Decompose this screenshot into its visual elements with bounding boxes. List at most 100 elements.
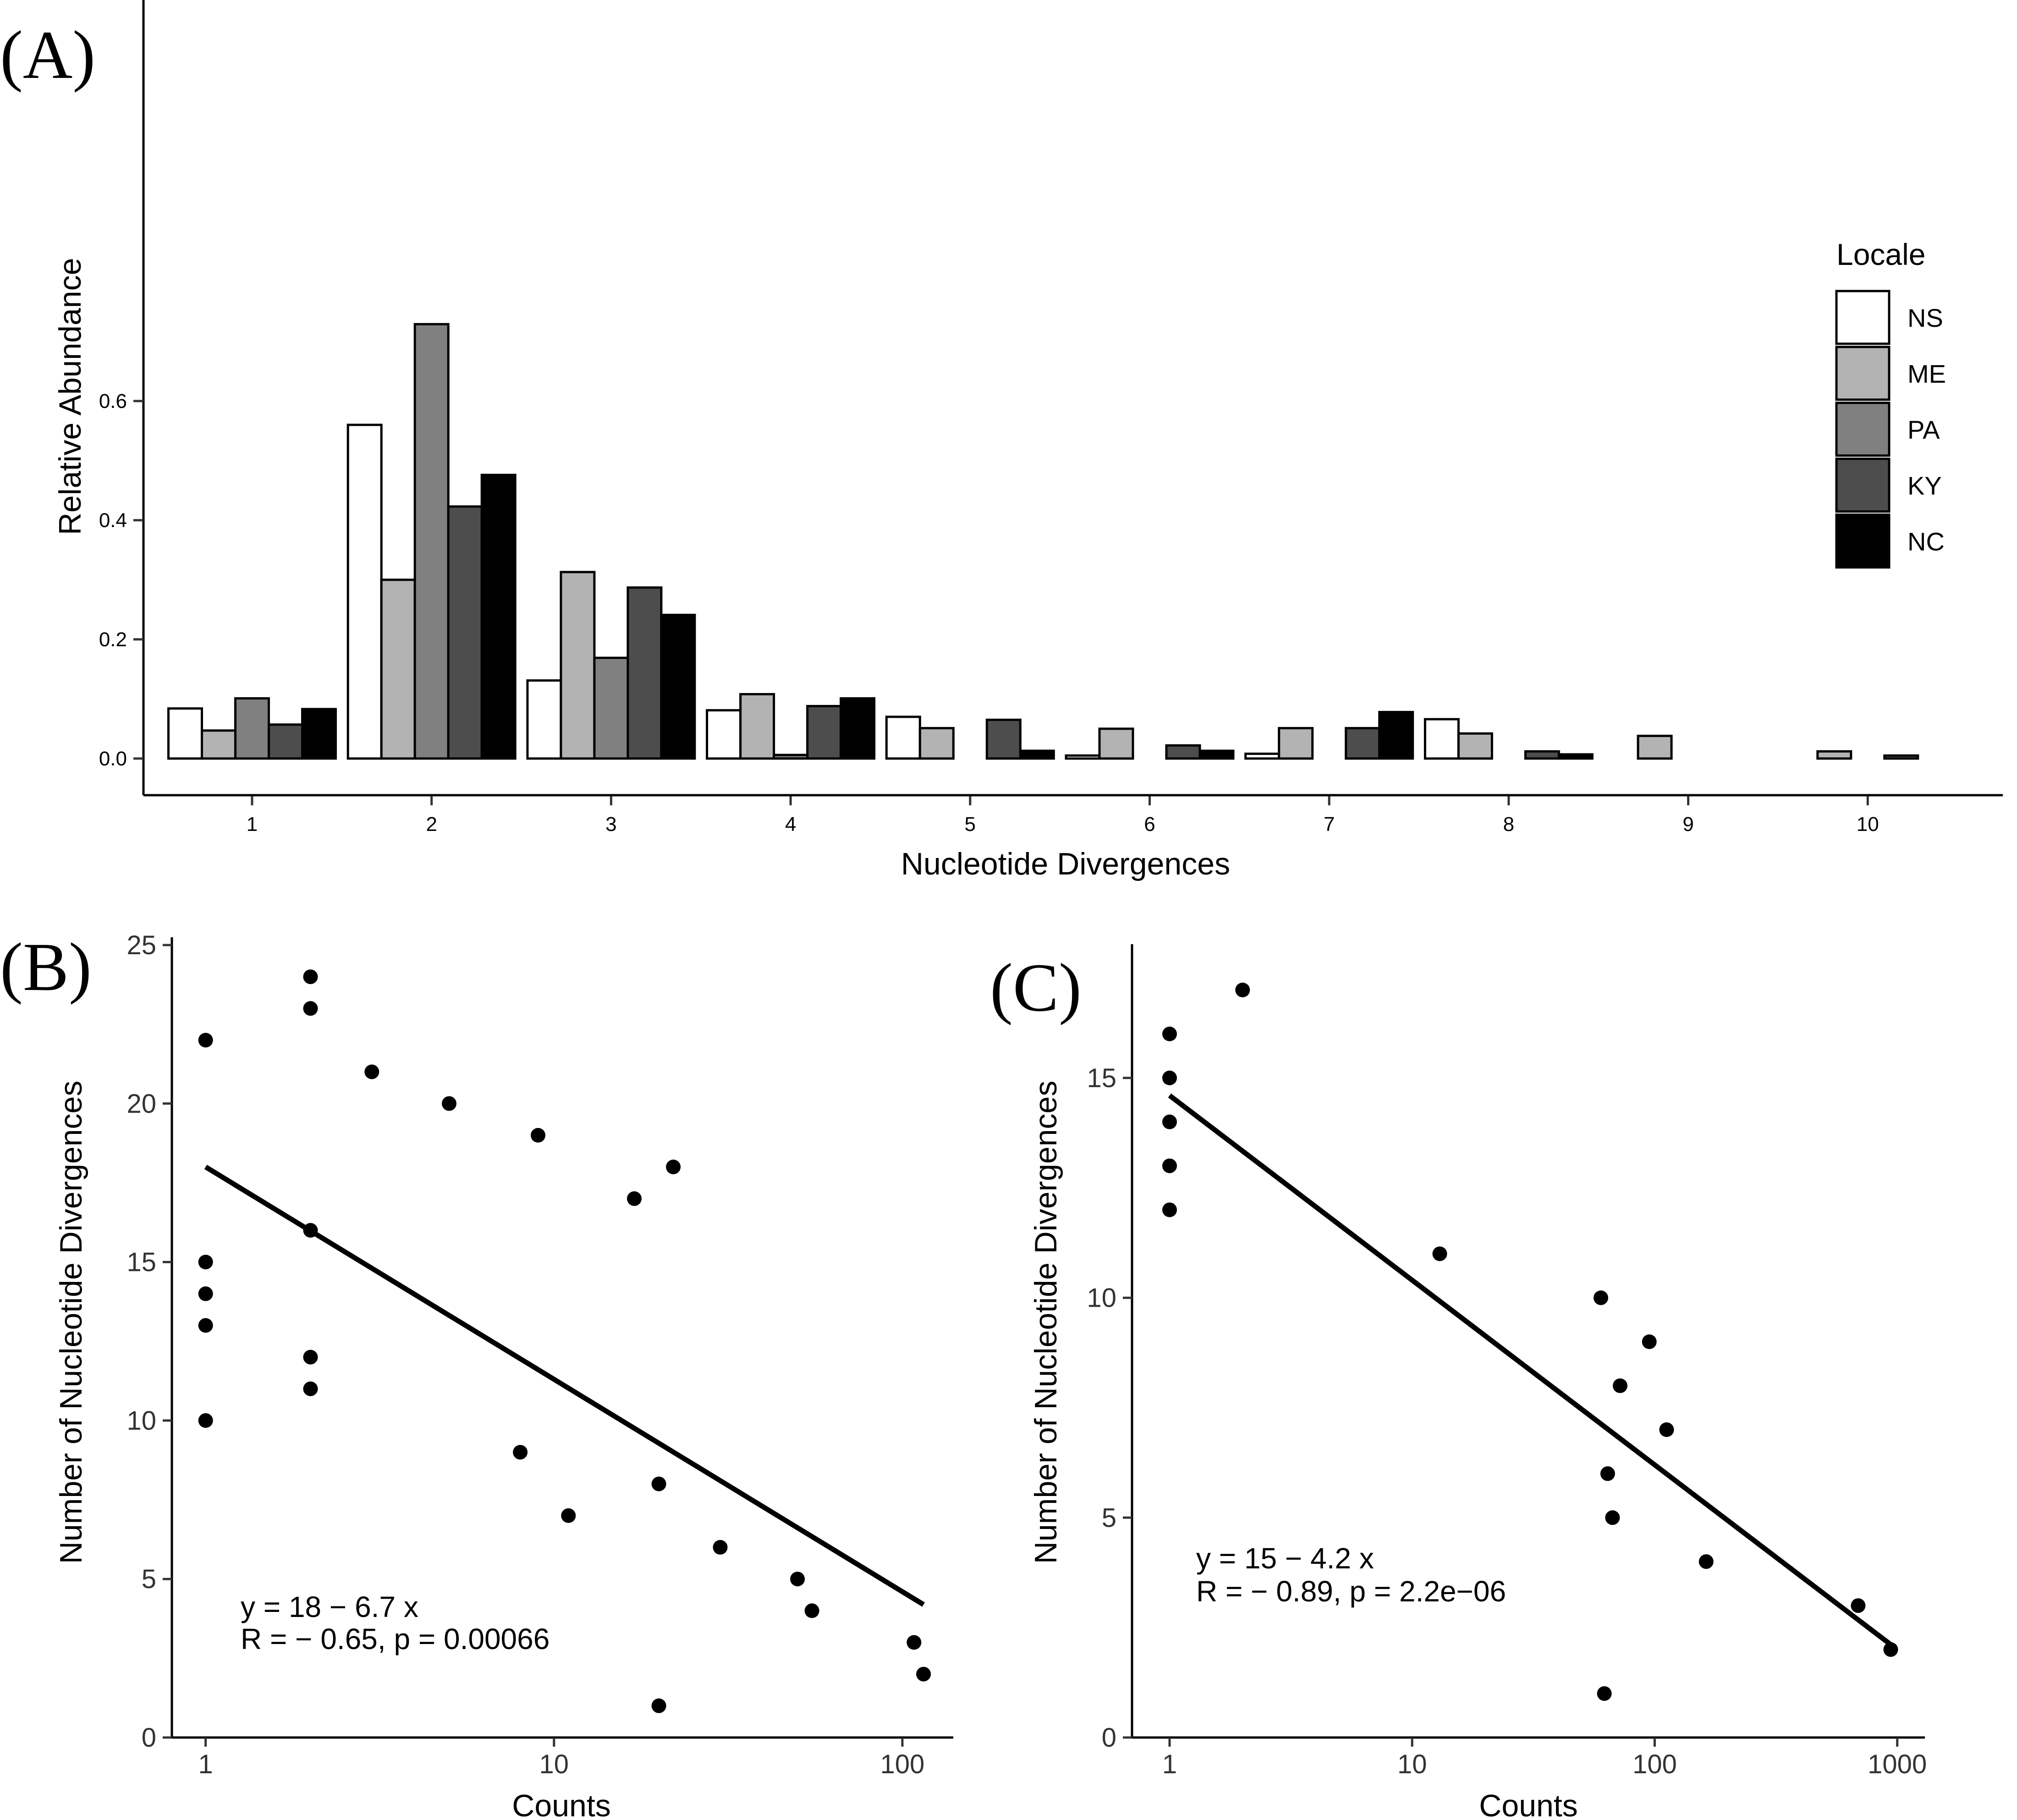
y-axis-title-b: Number of Nucleotide Divergences bbox=[54, 1081, 88, 1564]
data-point-b-21 bbox=[804, 1603, 819, 1618]
bar-me-2 bbox=[380, 578, 416, 760]
data-point-c-9 bbox=[1613, 1378, 1627, 1393]
bar-me-8 bbox=[1457, 732, 1493, 760]
bar-ns-6 bbox=[1065, 754, 1101, 760]
data-point-c-14 bbox=[1851, 1598, 1866, 1613]
x-tick-label-b-2: 100 bbox=[880, 1749, 925, 1779]
bar-me-7 bbox=[1278, 727, 1314, 760]
data-point-c-7 bbox=[1594, 1290, 1608, 1305]
bar-group bbox=[167, 323, 1919, 760]
x-tick-label-a-2: 2 bbox=[426, 813, 437, 836]
bar-pa-1 bbox=[234, 697, 270, 760]
plot-area-c: 0 5 10 15 1 10 100 1000 bbox=[1087, 944, 1927, 1779]
data-point-b-19 bbox=[713, 1540, 728, 1555]
x-tick-label-a-4: 4 bbox=[785, 813, 796, 836]
x-axis-title-c: Counts bbox=[1479, 1788, 1577, 1820]
data-point-b-4 bbox=[198, 1413, 213, 1428]
legend-title: Locale bbox=[1836, 237, 1926, 271]
bar-me-5 bbox=[918, 727, 955, 760]
data-point-b-7 bbox=[303, 1223, 318, 1238]
y-tick-label-b-0: 0 bbox=[142, 1723, 156, 1753]
bar-nc-2 bbox=[480, 473, 517, 760]
data-point-b-11 bbox=[442, 1096, 456, 1111]
x-axis-title-a: Nucleotide Divergences bbox=[901, 847, 1230, 881]
y-tick-label-b-5: 25 bbox=[126, 930, 156, 960]
axes-a: 1 2 3 4 5 6 7 8 9 10 0.0 0.2 0.4 0.6 bbox=[99, 0, 2003, 836]
legend-key-ns bbox=[1835, 290, 1891, 345]
data-point-b-17 bbox=[651, 1476, 666, 1491]
x-tick-label-a-9: 9 bbox=[1682, 813, 1693, 836]
correlation-stats-b: R = − 0.65, p = 0.00066 bbox=[241, 1622, 550, 1655]
data-point-b-16 bbox=[561, 1508, 576, 1523]
y-tick-label-b-1: 5 bbox=[142, 1564, 156, 1594]
x-tick-label-a-7: 7 bbox=[1324, 813, 1335, 836]
bar-ky-8 bbox=[1524, 750, 1560, 760]
regression-equation-b: y = 18 − 6.7 x bbox=[241, 1590, 418, 1623]
bar-ky-1 bbox=[268, 723, 303, 760]
bar-nc-8 bbox=[1557, 753, 1594, 760]
x-tick-label-c-3: 1000 bbox=[1868, 1749, 1927, 1779]
bar-nc-3 bbox=[660, 614, 696, 760]
regression-line-c bbox=[1168, 1093, 1892, 1647]
legend-key-pa bbox=[1835, 401, 1891, 457]
bar-me-9 bbox=[1637, 735, 1673, 760]
legend-label-nc: NC bbox=[1907, 527, 1945, 556]
x-tick-label-c-1: 10 bbox=[1397, 1749, 1427, 1779]
data-point-b-14 bbox=[666, 1160, 681, 1175]
y-axis-title-a: Relative Abundance bbox=[53, 258, 88, 535]
data-point-c-11 bbox=[1600, 1466, 1615, 1481]
legend-label-me: ME bbox=[1907, 359, 1946, 388]
data-point-b-6 bbox=[303, 1001, 318, 1016]
data-point-c-15 bbox=[1883, 1642, 1898, 1657]
legend: Locale NS ME PA KY NC bbox=[1835, 237, 1946, 569]
bar-me-1 bbox=[201, 729, 236, 760]
bar-pa-4 bbox=[773, 753, 809, 760]
x-axis-title-b: Counts bbox=[512, 1788, 610, 1820]
data-point-c-16 bbox=[1597, 1686, 1612, 1701]
y-tick-label-b-2: 10 bbox=[126, 1406, 156, 1435]
data-point-b-3 bbox=[198, 1318, 213, 1333]
bar-me-3 bbox=[560, 571, 596, 760]
panel-label-c: (C) bbox=[990, 950, 1082, 1026]
x-tick-label-a-10: 10 bbox=[1857, 813, 1879, 836]
data-point-b-10 bbox=[364, 1064, 379, 1079]
data-point-b-15 bbox=[513, 1445, 528, 1460]
bar-nc-1 bbox=[301, 708, 337, 760]
bar-ns-3 bbox=[526, 679, 562, 760]
legend-key-nc bbox=[1835, 513, 1891, 569]
y-tick-label-a-1: 0.2 bbox=[99, 628, 127, 651]
bar-me-6 bbox=[1098, 727, 1134, 760]
bar-ky-2 bbox=[447, 505, 483, 760]
x-tick-label-c-0: 1 bbox=[1162, 1749, 1177, 1779]
data-point-b-18 bbox=[651, 1698, 666, 1713]
panel-label-a: (A) bbox=[0, 17, 95, 93]
plot-area-b: 0 5 10 15 20 25 1 10 100 bbox=[126, 930, 953, 1779]
bar-ky-6 bbox=[1165, 744, 1201, 760]
legend-key-ky bbox=[1835, 457, 1891, 513]
bar-ky-7 bbox=[1345, 727, 1381, 760]
y-tick-label-b-3: 15 bbox=[126, 1248, 156, 1277]
legend-key-me bbox=[1835, 346, 1891, 401]
y-tick-label-b-4: 20 bbox=[126, 1089, 156, 1119]
data-point-c-1 bbox=[1162, 1070, 1177, 1085]
y-axis-title-c: Number of Nucleotide Divergences bbox=[1028, 1081, 1063, 1564]
regression-line-b bbox=[204, 1165, 925, 1607]
bar-pa-3 bbox=[593, 656, 629, 760]
data-point-c-8 bbox=[1642, 1334, 1657, 1349]
data-point-c-3 bbox=[1162, 1158, 1177, 1173]
panel-a-bar-chart: (A) 1 2 3 4 5 6 7 8 9 10 0.0 0.2 0.4 0.6 Nucleotide D… bbox=[0, 0, 2003, 881]
bar-ky-10 bbox=[1883, 754, 1919, 760]
bar-ns-7 bbox=[1244, 753, 1281, 760]
bar-nc-7 bbox=[1378, 711, 1414, 760]
data-point-c-5 bbox=[1235, 983, 1250, 997]
bar-ns-8 bbox=[1423, 718, 1460, 760]
y-tick-label-c-2: 10 bbox=[1087, 1283, 1116, 1313]
bar-ky-3 bbox=[627, 586, 663, 760]
legend-label-ky: KY bbox=[1907, 471, 1942, 500]
panel-label-b: (B) bbox=[0, 929, 92, 1005]
bar-ky-5 bbox=[985, 719, 1022, 760]
data-point-c-6 bbox=[1432, 1246, 1447, 1261]
x-tick-label-a-3: 3 bbox=[605, 813, 616, 836]
y-tick-label-c-3: 15 bbox=[1087, 1063, 1116, 1093]
y-tick-label-a-3: 0.6 bbox=[99, 390, 127, 412]
